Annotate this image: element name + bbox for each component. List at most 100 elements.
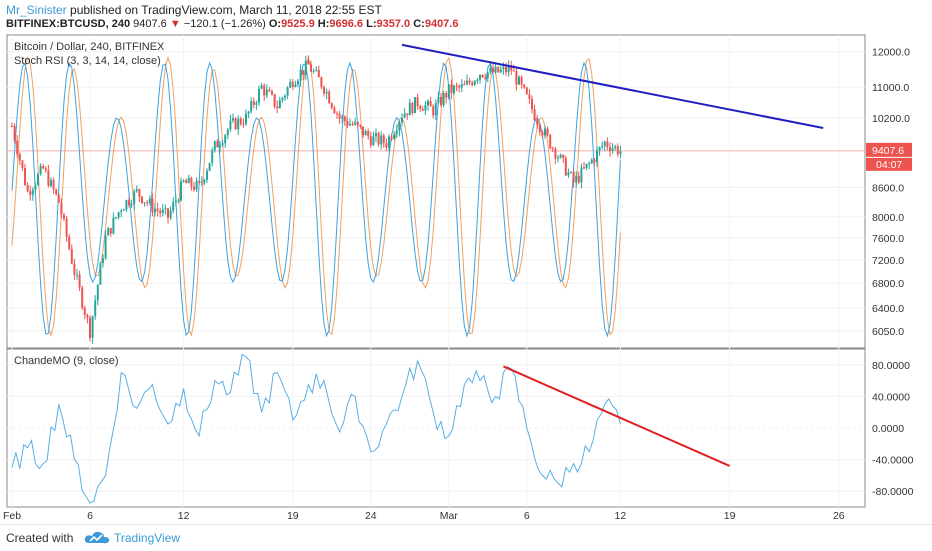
candle-body	[588, 163, 591, 165]
candle-body	[182, 180, 185, 182]
candle-body	[377, 133, 380, 145]
candle-body	[146, 202, 149, 204]
candle-body	[258, 88, 260, 103]
candle-body	[486, 72, 489, 79]
price-tick-label: 7600.0	[872, 233, 904, 245]
candle-body	[226, 129, 229, 136]
candle-body	[489, 67, 492, 73]
candle-body	[525, 87, 528, 95]
author-link[interactable]: Mr_Sinister	[6, 3, 67, 17]
cmo-line	[11, 353, 621, 504]
candle-body	[453, 85, 455, 93]
stoch-rsi-lines	[11, 56, 621, 338]
candle-body	[531, 98, 533, 110]
candle-body	[408, 102, 411, 116]
candle-body	[211, 150, 214, 163]
candle-body	[294, 84, 297, 87]
candle-body	[570, 172, 572, 174]
candle-body	[484, 77, 487, 79]
chart-canvas[interactable]: 12000.0 11000.0 10200.0 8600.0 8000.0 7600.0 7…	[0, 0, 932, 524]
stoch-rsi-label: Stoch RSI (3, 3, 14, 14, close)	[14, 55, 161, 67]
candle-body	[382, 135, 385, 144]
candle-body	[221, 143, 224, 146]
candle-body	[375, 133, 377, 137]
stoch-d-line	[11, 56, 621, 338]
candle-body	[559, 154, 562, 158]
candle-body	[419, 106, 422, 109]
candle-body	[172, 201, 175, 211]
stoch-k-line	[11, 61, 621, 338]
price-axis[interactable]: 12000.0 11000.0 10200.0 8600.0 8000.0 7600.0 7…	[866, 47, 914, 499]
candle-body	[544, 128, 546, 136]
candle-body	[286, 87, 289, 96]
price-tick-label: 8600.0	[872, 182, 904, 194]
candle-body	[13, 126, 16, 141]
candle-body	[76, 274, 78, 276]
footer: Created with TradingView	[0, 524, 932, 551]
candle-body	[466, 80, 468, 85]
candle-body	[29, 191, 32, 195]
candle-body	[580, 167, 583, 183]
trendlines[interactable]	[401, 43, 824, 467]
candle-body	[333, 107, 336, 114]
candle-body	[37, 174, 39, 186]
candle-body	[115, 217, 117, 219]
candle-body	[429, 101, 432, 107]
candle-body	[538, 124, 541, 132]
candle-body	[593, 159, 596, 163]
candle-body	[515, 70, 518, 85]
candle-body	[16, 140, 19, 155]
candle-body	[577, 175, 580, 183]
candle-body	[68, 236, 71, 249]
symbol-label: BITFINEX:BTCUSD, 240	[6, 18, 131, 30]
candle-body	[330, 103, 333, 108]
candle-body	[255, 102, 258, 105]
candle-body	[557, 157, 559, 159]
cmo-tick-label: -80.0000	[872, 486, 914, 498]
candle-body	[154, 208, 156, 213]
candle-body	[463, 84, 466, 86]
change-value: −120.1 (−1.26%)	[183, 18, 266, 30]
candle-body	[401, 117, 403, 123]
candle-body	[450, 84, 453, 93]
candle-body	[232, 118, 234, 121]
candle-body	[523, 84, 526, 88]
candlesticks	[11, 55, 622, 344]
candle-body	[239, 118, 242, 124]
candle-body	[510, 66, 513, 71]
candle-body	[328, 91, 331, 104]
candle-body	[31, 189, 34, 195]
candle-body	[117, 212, 120, 218]
published-text: published on TradingView.com, March 11, …	[70, 3, 382, 17]
candle-body	[151, 198, 154, 213]
candle-body	[567, 172, 570, 176]
candle-body	[89, 317, 91, 338]
candle-body	[601, 146, 604, 148]
candle-body	[271, 91, 273, 95]
candle-body	[512, 70, 515, 72]
candle-body	[362, 126, 364, 136]
candle-body	[83, 307, 86, 316]
candle-body	[206, 170, 208, 180]
low-label: L:	[366, 18, 377, 30]
candle-body	[250, 101, 253, 112]
candle-body	[471, 82, 474, 85]
candle-body	[437, 96, 440, 104]
candle-body	[112, 217, 115, 234]
candle-body	[291, 81, 294, 87]
candle-body	[44, 168, 47, 171]
candle-body	[424, 105, 427, 111]
symbol-title: Bitcoin / Dollar, 240, BITFINEX	[14, 41, 165, 53]
candle-body	[219, 145, 221, 148]
candle-body	[203, 179, 206, 182]
tradingview-brand[interactable]: TradingView	[114, 531, 181, 545]
candle-body	[499, 69, 502, 73]
time-axis[interactable]: Feb 6 12 19 24 Mar 6 12 19 26	[3, 510, 845, 522]
candle-body	[541, 131, 544, 136]
candle-body	[481, 74, 484, 78]
candle-body	[164, 208, 167, 210]
time-tick-label: Mar	[440, 510, 459, 522]
low-value: 9357.0	[376, 18, 411, 30]
price-tick-label: 6050.0	[872, 326, 904, 338]
last-price-tag-label: 9407.6	[872, 145, 904, 157]
